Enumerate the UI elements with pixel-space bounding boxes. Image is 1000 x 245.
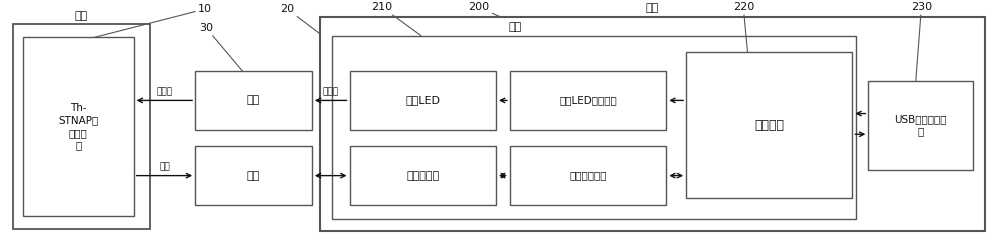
Bar	[23, 37, 134, 216]
Text: Th-
STNAP晶
体剂量
片: Th- STNAP晶 体剂量 片	[58, 103, 98, 150]
Text: 紫外LED控制单元: 紫外LED控制单元	[559, 95, 617, 105]
Text: 光纤: 光纤	[247, 95, 260, 105]
Text: 探头: 探头	[75, 11, 88, 21]
Bar	[686, 52, 852, 198]
Bar	[332, 36, 856, 219]
Text: 颜色传感单元: 颜色传感单元	[569, 171, 607, 181]
Text: 30: 30	[199, 23, 243, 71]
Text: 20: 20	[280, 4, 320, 34]
Text: 主板: 主板	[509, 22, 522, 32]
Bar	[868, 81, 973, 170]
Text: 200: 200	[468, 2, 500, 17]
Text: 紫外光: 紫外光	[156, 87, 172, 97]
Bar	[510, 147, 666, 205]
Bar	[195, 147, 312, 205]
Bar	[320, 17, 985, 231]
Bar	[13, 24, 150, 229]
Text: 220: 220	[733, 2, 754, 52]
Bar	[350, 71, 496, 130]
Text: 主机: 主机	[646, 3, 659, 13]
Text: 230: 230	[911, 2, 932, 81]
Text: USB通信控制单
元: USB通信控制单 元	[895, 114, 947, 136]
Text: 10: 10	[94, 4, 212, 37]
Bar	[350, 147, 496, 205]
Text: 颜色传感器: 颜色传感器	[406, 171, 439, 181]
Text: 荧光: 荧光	[159, 163, 170, 172]
Text: 紫外光: 紫外光	[323, 87, 339, 97]
Text: 光纤: 光纤	[247, 171, 260, 181]
Text: 主控单元: 主控单元	[754, 119, 784, 132]
Text: 210: 210	[371, 2, 421, 36]
Bar	[510, 71, 666, 130]
Bar	[195, 71, 312, 130]
Text: 紫外LED: 紫外LED	[405, 95, 440, 105]
